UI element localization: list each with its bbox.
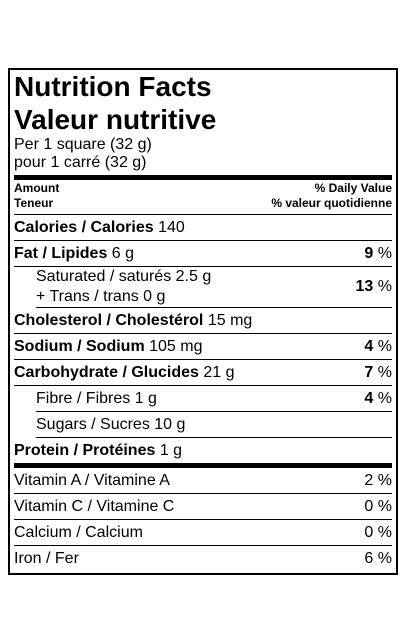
vitamin-row: Vitamin A / Vitamine A 2 % xyxy=(14,468,392,494)
dv-number: 2 xyxy=(364,471,374,489)
amount: 0 g xyxy=(143,288,166,305)
amount: 2.5 g xyxy=(175,268,212,285)
amount: 10 g xyxy=(154,415,186,433)
daily-value: 6 % xyxy=(364,550,392,568)
nutrient: Protein / Protéines 1 g xyxy=(14,442,182,460)
dv-number: 4 xyxy=(364,337,374,355)
nutrient: Fat / Lipides 6 g xyxy=(14,245,134,263)
nutrient: Fibre / Fibres 1 g xyxy=(36,389,157,409)
nutrient-name: Fat / Lipides xyxy=(14,244,108,262)
vitamin-row: Iron / Fer 6 % xyxy=(14,546,392,571)
nutrient-row: Calories / Calories 140 xyxy=(14,215,392,241)
daily-value: 4 % xyxy=(364,390,392,408)
nutrient: Cholesterol / Cholestérol 15 mg xyxy=(14,312,252,330)
lines: Fibre / Fibres 1 g xyxy=(36,389,157,409)
dv-number: 13 xyxy=(355,278,374,295)
dv-number: 6 xyxy=(364,549,374,567)
nutrient: Saturated / saturés 2.5 g xyxy=(36,267,211,287)
nutrient-name: Sodium / Sodium xyxy=(14,337,145,355)
nutrient: Calories / Calories 140 xyxy=(14,219,185,237)
title: Valeur nutritive xyxy=(14,104,217,135)
vitamin-name: Vitamin A / Vitamine A xyxy=(14,471,170,489)
vitamin-row: Calcium / Calcium 0 % xyxy=(14,520,392,546)
label: % valeur quotidienne xyxy=(271,196,392,210)
nutrient: Carbohydrate / Glucides 21 g xyxy=(14,364,235,382)
dv-number: 4 xyxy=(364,389,374,407)
serving: Per 1 square (32 g) xyxy=(14,136,152,153)
vitamin-name: Calcium / Calcium xyxy=(14,523,143,541)
sub-row: Sugars / Sucres 10 g xyxy=(36,412,392,438)
rule xyxy=(14,175,392,180)
nutrients: Calories / Calories 140 Fat / Lipides 6 g… xyxy=(14,215,392,463)
rule xyxy=(14,463,392,468)
sub-row: Fibre / Fibres 1 g 4 % xyxy=(36,386,392,412)
nutrient-name: Calories / Calories xyxy=(14,218,154,236)
amount: 1 g xyxy=(134,389,157,407)
daily-value: 13 % xyxy=(356,278,392,296)
dv-unit: % xyxy=(377,471,392,489)
dv-number: 0 xyxy=(364,523,374,541)
amount: 21 g xyxy=(203,363,235,381)
nutrient: Sugars / Sucres 10 g xyxy=(36,415,185,435)
nutrient-name: Sugars / Sucres xyxy=(36,415,150,433)
vitamin-name: Vitamin C / Vitamine C xyxy=(14,497,175,515)
amount: 105 mg xyxy=(149,337,203,355)
nutrient-name: Cholesterol / Cholestérol xyxy=(14,311,204,329)
nutrition-label: Nutrition Facts Valeur nutritive Per 1 s… xyxy=(8,68,398,575)
daily-value: 0 % xyxy=(364,498,392,516)
dv-unit: % xyxy=(377,337,392,355)
title: Nutrition Facts xyxy=(14,71,212,102)
label: Amount xyxy=(14,181,60,195)
dv-unit: % xyxy=(377,497,392,515)
sub-row: Saturated / saturés 2.5 g + Trans / trans… xyxy=(36,267,392,308)
nutrient-row: Protein / Protéines 1 g xyxy=(14,438,392,463)
daily-value: 9 % xyxy=(364,245,392,263)
nutrient-row: Sodium / Sodium 105 mg 4 % xyxy=(14,334,392,360)
vitamin-name: Iron / Fer xyxy=(14,549,79,567)
amount: 15 mg xyxy=(207,311,253,329)
dv-number: 9 xyxy=(364,244,374,262)
label: Teneur xyxy=(14,196,54,210)
daily-value: 0 % xyxy=(364,524,392,542)
nutrient-name: Fibre / Fibres xyxy=(36,389,131,407)
lines: Sugars / Sucres 10 g xyxy=(36,415,185,435)
amount: 140 xyxy=(158,218,185,236)
dv-unit: % xyxy=(377,278,392,295)
dv-number: 7 xyxy=(364,363,374,381)
label: % Daily Value xyxy=(314,181,392,195)
amount: 1 g xyxy=(159,441,183,459)
daily-value: 4 % xyxy=(364,338,392,356)
vitamin-row: Vitamin C / Vitamine C 0 % xyxy=(14,494,392,520)
nutrient-row: Fat / Lipides 6 g 9 % xyxy=(14,241,392,267)
dv-unit: % xyxy=(377,244,392,262)
dv-number: 0 xyxy=(364,497,374,515)
nutrient-name: Carbohydrate / Glucides xyxy=(14,363,199,381)
daily-value: 7 % xyxy=(364,364,392,382)
nutrient: Sodium / Sodium 105 mg xyxy=(14,338,203,356)
dv-unit: % xyxy=(377,363,392,381)
nutrient-name: + Trans / trans xyxy=(36,288,139,305)
nutrient-row: Cholesterol / Cholestérol 15 mg xyxy=(14,308,392,334)
column-header: Amount Teneur % Daily Value% valeur quoti… xyxy=(14,180,392,215)
dv-unit: % xyxy=(377,549,392,567)
dv-unit: % xyxy=(377,389,392,407)
dv-unit: % xyxy=(377,523,392,541)
nutrient-row: Carbohydrate / Glucides 21 g 7 % xyxy=(14,360,392,386)
lines: Saturated / saturés 2.5 g + Trans / trans… xyxy=(36,267,211,307)
nutrient-name: Saturated / saturés xyxy=(36,268,172,285)
nutrient: + Trans / trans 0 g xyxy=(36,287,211,307)
nutrient-name: Protein / Protéines xyxy=(14,441,156,459)
amount: 6 g xyxy=(111,244,135,262)
serving: pour 1 carré (32 g) xyxy=(14,154,147,171)
daily-value: 2 % xyxy=(364,472,392,490)
